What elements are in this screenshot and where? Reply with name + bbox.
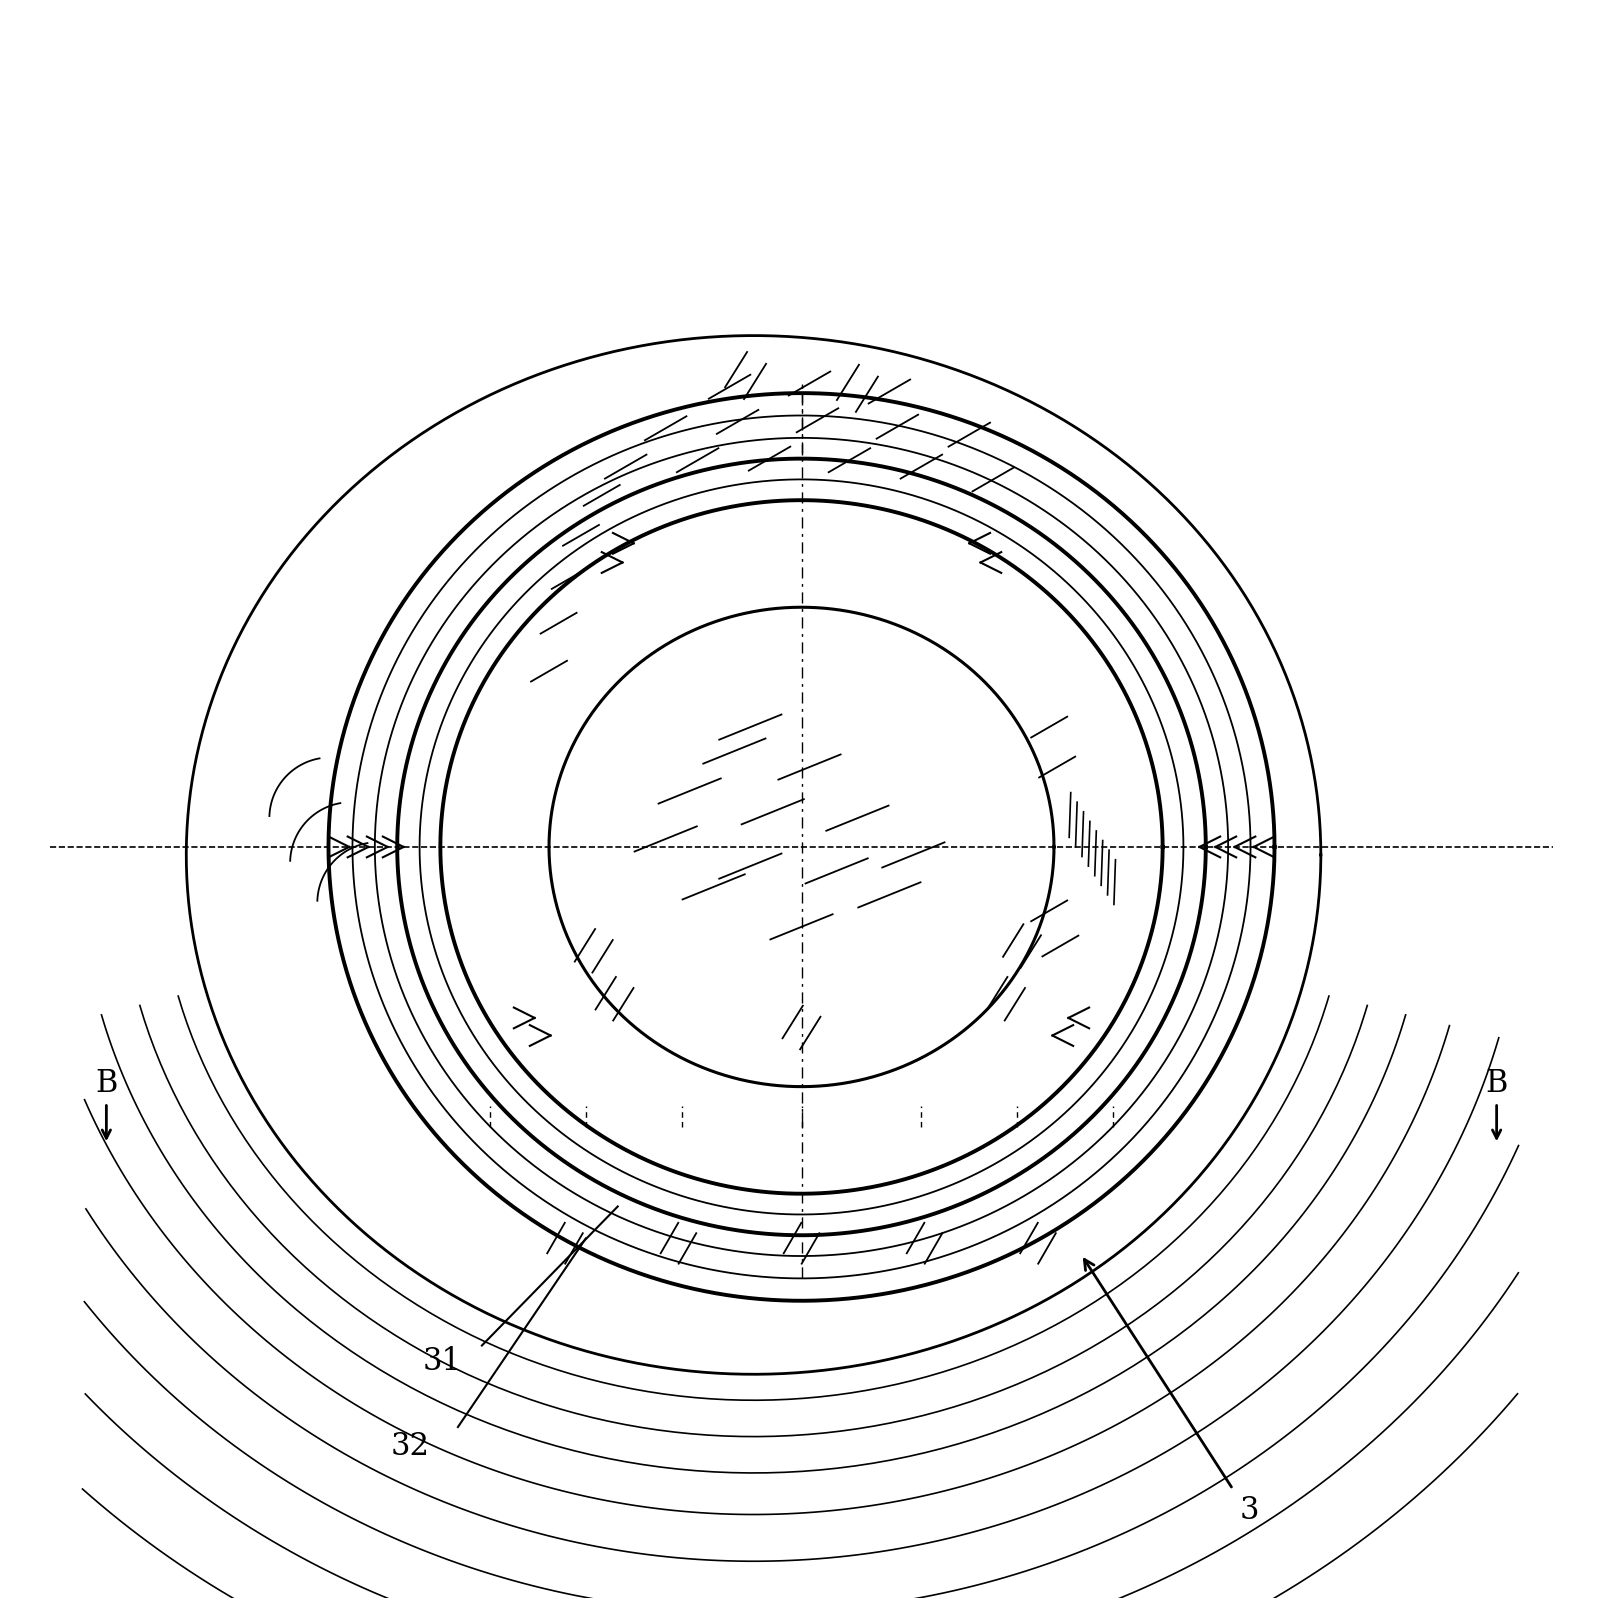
Text: 32: 32 <box>391 1430 430 1462</box>
Text: 3: 3 <box>1239 1494 1258 1526</box>
Text: 31: 31 <box>423 1346 462 1377</box>
Text: B: B <box>1486 1067 1508 1099</box>
Text: B: B <box>95 1067 117 1099</box>
